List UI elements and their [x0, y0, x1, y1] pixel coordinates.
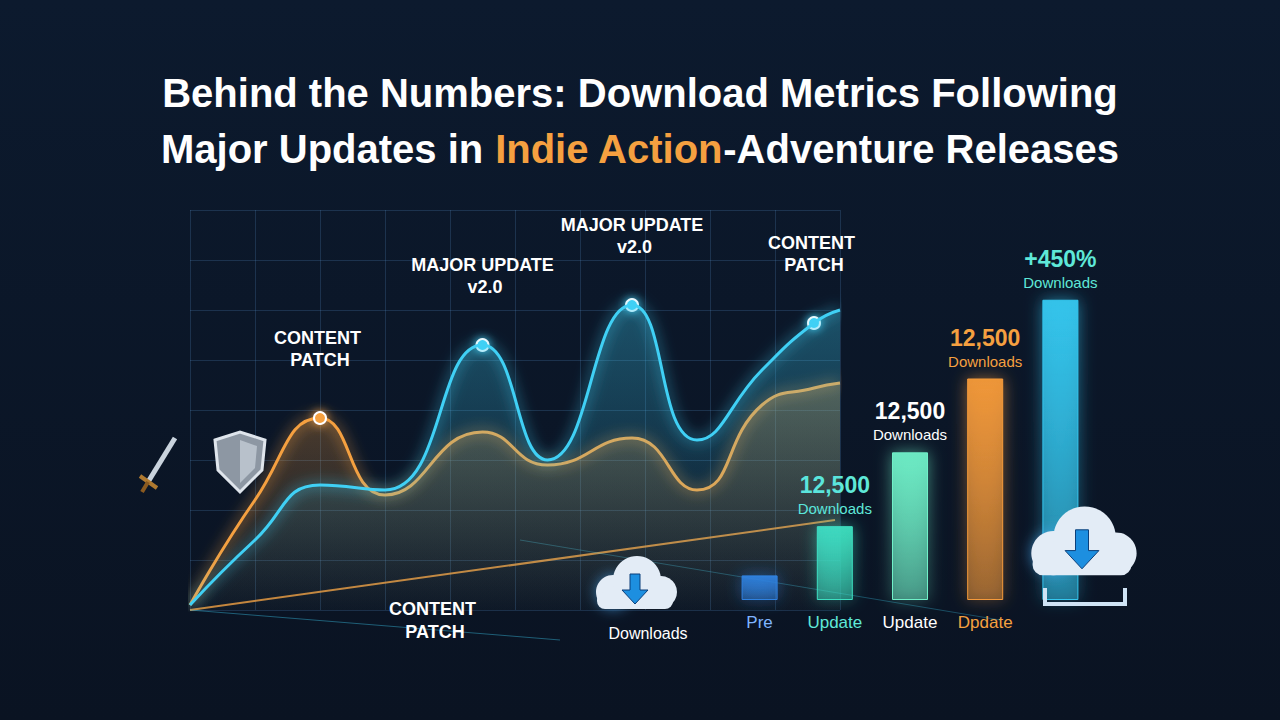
svg-text:Behind the Numbers: Download M: Behind the Numbers: Download Metrics Fol…	[162, 71, 1118, 115]
svg-text:Downloads: Downloads	[948, 353, 1022, 370]
svg-text:v2.0: v2.0	[462, 277, 502, 297]
svg-text:Update: Update	[883, 613, 938, 632]
svg-text:Dpdate: Dpdate	[958, 613, 1013, 632]
svg-text:-Adventure Releases: -Adventure Releases	[723, 127, 1119, 171]
svg-text:Downloads: Downloads	[1023, 274, 1097, 291]
svg-text:+450%: +450%	[1024, 246, 1096, 272]
svg-text:CONTENT: CONTENT	[768, 233, 860, 253]
svg-text:v2.0: v2.0	[612, 237, 652, 257]
svg-text:CONTENT: CONTENT	[274, 328, 366, 348]
svg-text:Downloads: Downloads	[608, 625, 687, 642]
svg-text:Pre: Pre	[746, 613, 772, 632]
svg-text:12,500: 12,500	[875, 398, 945, 424]
svg-text:Update: Update	[807, 613, 862, 632]
svg-text:Indie Action: Indie Action	[495, 127, 722, 171]
svg-text:MAJOR UPDATE: MAJOR UPDATE	[411, 255, 554, 275]
svg-text:PATCH: PATCH	[290, 350, 349, 370]
svg-text:Major Updates in: Major Updates in	[161, 127, 494, 171]
svg-text:12,500: 12,500	[950, 325, 1020, 351]
svg-text:PATCH: PATCH	[405, 622, 464, 642]
svg-text:CONTENT: CONTENT	[389, 599, 481, 619]
svg-text:PATCH: PATCH	[784, 255, 843, 275]
svg-text:MAJOR UPDATE: MAJOR UPDATE	[561, 215, 704, 235]
svg-text:Downloads: Downloads	[873, 426, 947, 443]
